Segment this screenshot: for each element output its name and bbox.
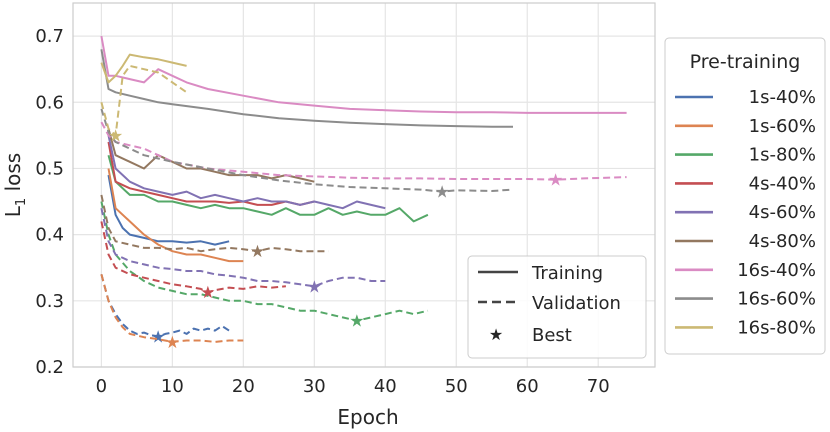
train-line-1s-40 <box>107 174 230 246</box>
best-star-1s-80: ★ <box>349 312 364 332</box>
legend-label-1s-40: 1s-40% <box>749 87 816 108</box>
y-tick-label: 0.5 <box>35 158 64 179</box>
train-line-16s-40 <box>100 35 627 114</box>
legend-label-4s-40: 4s-40% <box>749 173 816 194</box>
best-star-16s-80: ★ <box>108 126 123 146</box>
legend-label-16s-60: 16s-60% <box>737 289 816 310</box>
x-tick-label: 50 <box>445 376 468 397</box>
x-tick-label: 0 <box>96 376 107 397</box>
x-tick-label: 40 <box>374 376 397 397</box>
best-star-16s-60: ★ <box>434 183 449 203</box>
legend-label-16s-40: 16s-40% <box>737 260 816 281</box>
train-line-4s-60 <box>107 135 386 210</box>
pretraining-legend-box <box>664 37 826 355</box>
legend-label-4s-80: 4s-80% <box>749 231 816 252</box>
val-line-1s-60 <box>100 274 244 343</box>
best-star-4s-80: ★ <box>250 242 265 262</box>
y-axis-label: L1 loss <box>1 153 29 217</box>
train-line-1s-60 <box>107 168 244 263</box>
y-tick-label: 0.2 <box>35 357 64 378</box>
legend-label-16s-80: 16s-80% <box>737 317 816 338</box>
style-legend: Training Validation ★ Best <box>467 255 647 359</box>
legend-label-1s-60: 1s-60% <box>749 116 816 137</box>
plot-frame <box>72 2 656 368</box>
val-line-4s-80 <box>100 194 329 253</box>
legend-items: 1s-40% 1s-60% 1s-80% 4s-40% 4s-60% 4s-80% 16s-… <box>675 87 816 338</box>
train-line-4s-40 <box>107 141 315 206</box>
y-tick-label: 0.6 <box>35 92 64 113</box>
legend-best-label: Best <box>532 325 572 346</box>
y-tick-label: 0.4 <box>35 225 64 246</box>
train-line-16s-80 <box>100 53 187 84</box>
legend-label-1s-80: 1s-80% <box>749 145 816 166</box>
y-axis-label-main: L <box>1 205 25 217</box>
train-line-1s-80 <box>107 154 429 223</box>
x-tick-label: 70 <box>587 376 610 397</box>
legend-best-star: ★ <box>489 325 503 344</box>
val-line-16s-40 <box>100 121 627 181</box>
legend-validation-label: Validation <box>532 293 621 314</box>
val-line-4s-40 <box>100 221 286 294</box>
pretraining-legend: Pre-training 1s-40% 1s-60% 1s-80% 4s-40% 4s-… <box>664 37 826 355</box>
y-axis-label-sub: 1 <box>14 198 29 206</box>
train-line-16s-60 <box>100 49 513 128</box>
x-tick-label: 30 <box>303 376 326 397</box>
x-axis-label: Epoch <box>337 405 398 429</box>
grid <box>73 3 655 368</box>
y-tick-label: 0.7 <box>35 26 64 47</box>
val-line-4s-60 <box>100 207 386 288</box>
y-tick-label: 0.3 <box>35 291 64 312</box>
plot-series: ★★★★ ★★★★★ <box>100 35 627 353</box>
val-line-1s-40 <box>100 274 230 338</box>
style-legend-box <box>467 255 647 359</box>
legend-title: Pre-training <box>690 51 801 73</box>
train-line-4s-80 <box>107 128 315 183</box>
legend-label-4s-60: 4s-60% <box>749 202 816 223</box>
best-star-4s-60: ★ <box>307 277 322 297</box>
best-star-1s-60: ★ <box>165 333 180 353</box>
legend-training-label: Training <box>531 263 603 284</box>
best-star-1s-40: ★ <box>151 328 166 348</box>
best-star-4s-40: ★ <box>200 283 215 303</box>
best-star-16s-40: ★ <box>548 171 563 191</box>
x-tick-label: 10 <box>161 376 184 397</box>
x-tick-label: 20 <box>232 376 255 397</box>
val-line-1s-80 <box>100 201 429 322</box>
val-line-16s-60 <box>100 108 514 193</box>
y-axis-label-rest: loss <box>1 153 25 198</box>
tick-labels: 0 10 20 30 40 50 60 70 0.2 0.3 0.4 0.5 0.6 0.7 <box>35 26 609 397</box>
x-tick-label: 60 <box>516 376 539 397</box>
